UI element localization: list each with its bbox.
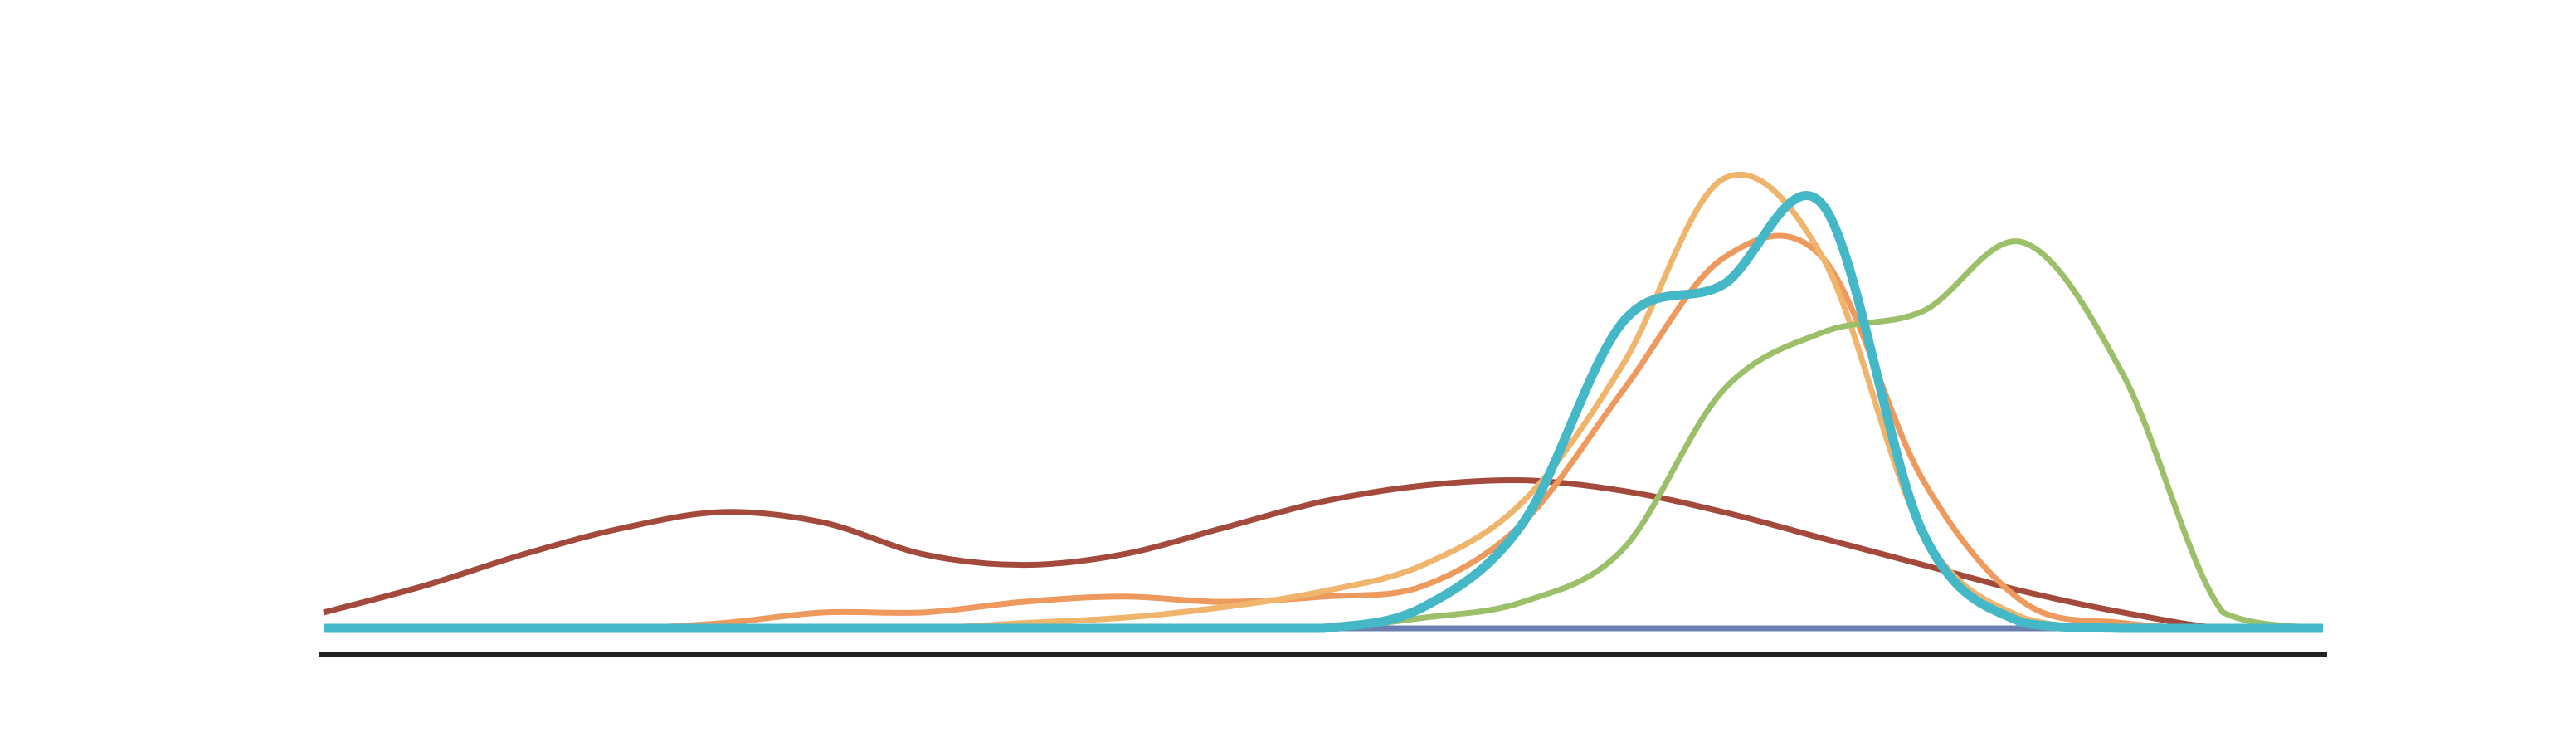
series-line-3 — [324, 232, 2323, 632]
series-layer — [323, 171, 2324, 633]
series-line-6 — [324, 191, 2323, 633]
series-line-2 — [323, 476, 2323, 632]
series-line-5 — [324, 238, 2324, 632]
